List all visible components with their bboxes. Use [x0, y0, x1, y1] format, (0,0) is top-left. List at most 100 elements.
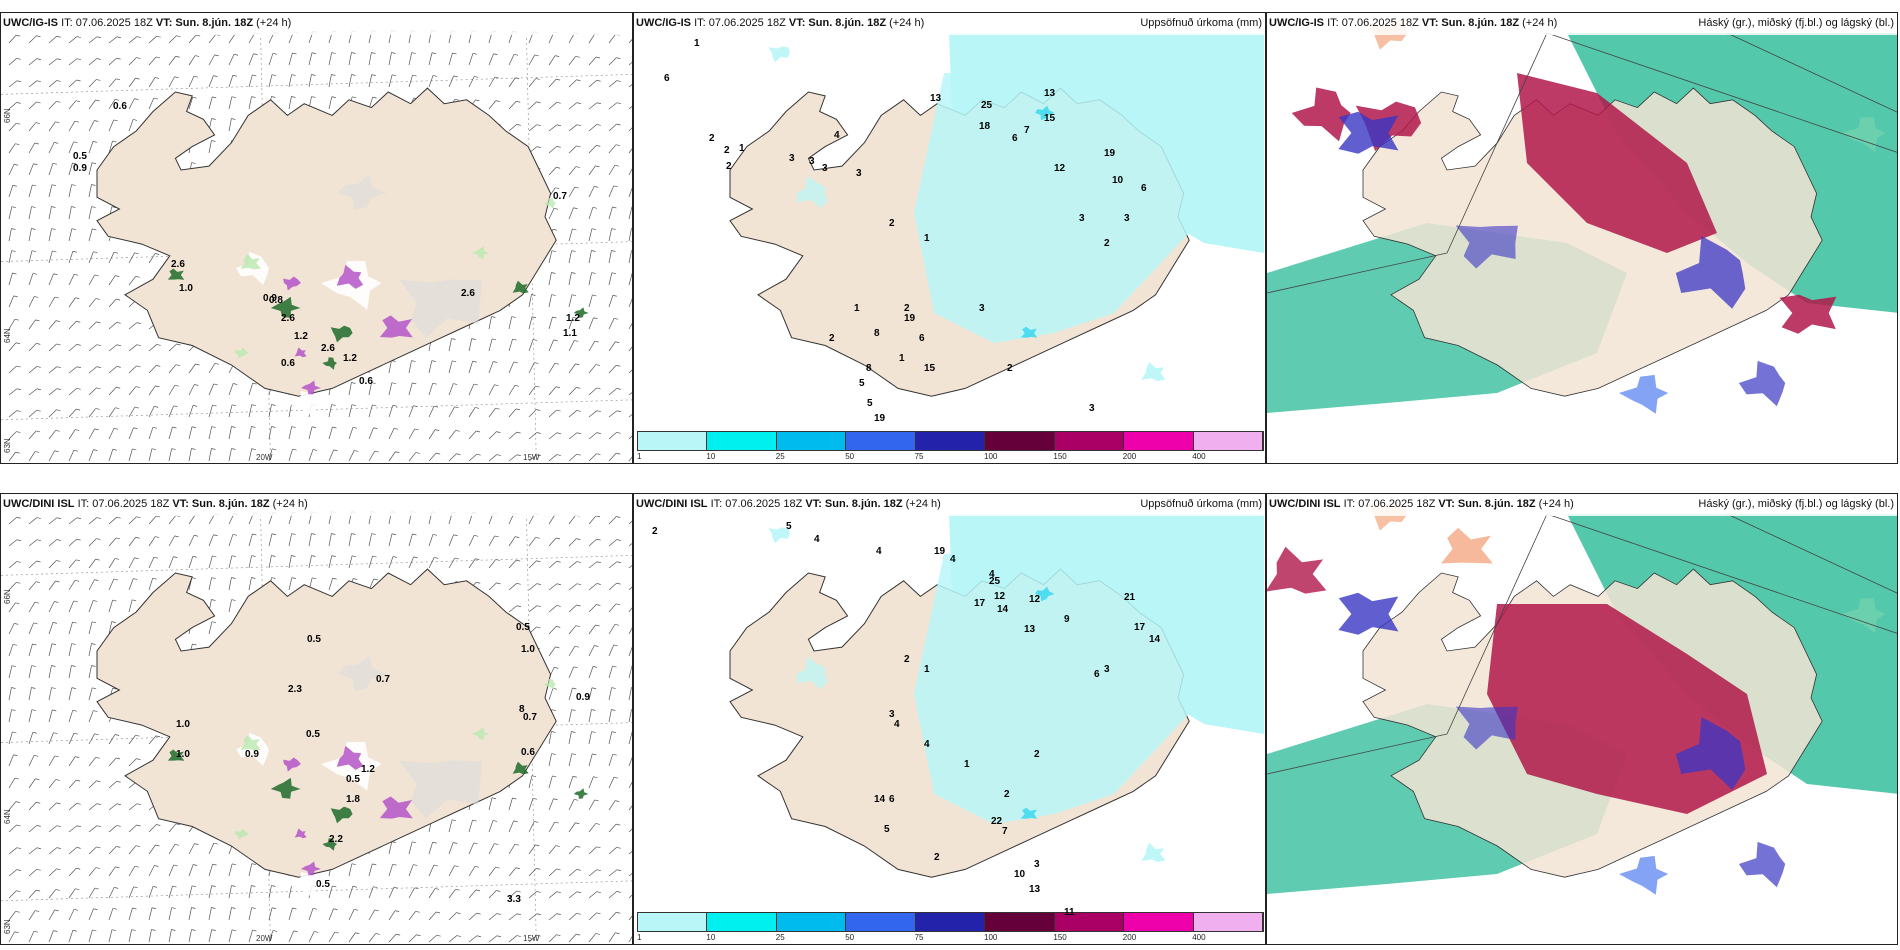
- low-cloud-area: [1619, 374, 1669, 414]
- wind-barb: [228, 577, 232, 591]
- wind-barb: [588, 317, 594, 330]
- wind-barb: [588, 846, 597, 855]
- value-label: 12: [1054, 163, 1066, 174]
- wind-barb-flag: [416, 934, 421, 937]
- map-panel-wind-temp-ig[interactable]: UWC/IG-IS IT: 07.06.2025 18Z VT: Sun. 8.…: [0, 12, 633, 464]
- light-green-signal: [235, 347, 249, 359]
- wind-barb-flag: [211, 929, 216, 931]
- wind-barb: [568, 207, 574, 220]
- wind-barb: [408, 841, 413, 855]
- map-panel-precip-ig[interactable]: UWC/IG-IS IT: 07.06.2025 18Z VT: Sun. 8.…: [633, 12, 1266, 464]
- wind-barb: [8, 164, 15, 176]
- wind-barb-flag: [493, 361, 498, 363]
- wind-barb: [268, 53, 274, 66]
- wind-barb: [68, 825, 78, 833]
- colorbar-label: 25: [775, 933, 785, 942]
- wind-barb: [8, 388, 18, 396]
- wind-barb: [368, 427, 374, 440]
- wind-barb: [568, 272, 572, 286]
- wind-barb: [108, 57, 117, 66]
- wind-barb: [148, 557, 155, 569]
- map-panel-clouds-ig[interactable]: UWC/IG-IS IT: 07.06.2025 18Z VT: Sun. 8.…: [1266, 12, 1898, 464]
- wind-barb-flag: [54, 450, 59, 453]
- wind-barb: [608, 603, 617, 613]
- wind-barb-flag: [191, 929, 196, 931]
- wind-barb: [508, 54, 515, 66]
- wind-barb: [28, 622, 34, 635]
- wind-barb-flag: [574, 798, 579, 801]
- wind-barb-flag: [556, 868, 561, 871]
- wind-barb-flag: [56, 517, 61, 520]
- wind-barb: [368, 382, 372, 396]
- wind-barb-flag: [192, 405, 198, 407]
- wind-barb-flag: [116, 36, 121, 39]
- wind-barb-flag: [14, 931, 19, 934]
- map-panel-wind-temp-dini[interactable]: UWC/DINI ISL IT: 07.06.2025 18Z VT: Sun.…: [0, 493, 633, 945]
- wind-barb: [148, 427, 154, 440]
- mid-cloud-area: [1267, 546, 1327, 594]
- wind-barb-flag: [74, 273, 79, 276]
- wind-barb-flag: [31, 687, 36, 689]
- colorbar-label: 25: [775, 452, 785, 461]
- wind-barb-flag: [55, 580, 60, 583]
- wind-barb: [548, 626, 557, 635]
- wind-barb: [628, 565, 632, 569]
- purple-signal: [294, 347, 307, 358]
- wind-barb: [48, 779, 57, 789]
- wind-barb-flag: [251, 863, 256, 865]
- wind-barb: [128, 824, 137, 833]
- wind-barb-flag: [613, 185, 618, 188]
- value-label: 4: [894, 719, 900, 730]
- wind-barb: [248, 382, 253, 396]
- wind-barb: [28, 430, 37, 440]
- wind-barb: [88, 579, 95, 591]
- value-label: 1: [739, 143, 745, 154]
- wind-barb: [588, 272, 592, 286]
- wind-barb: [208, 404, 213, 418]
- wind-barb-flag: [615, 603, 621, 606]
- value-label: 2: [652, 526, 658, 537]
- wind-barb: [68, 867, 77, 877]
- wind-barb: [88, 274, 96, 286]
- wind-barb-flag: [331, 555, 336, 557]
- wind-barb-flag: [476, 935, 481, 938]
- wind-barb-flag: [392, 404, 397, 407]
- wind-barb-flag: [132, 907, 137, 910]
- wind-barb: [188, 907, 192, 921]
- projection-boundary: [1546, 513, 1897, 634]
- wind-barb-flag: [496, 890, 501, 892]
- map-panel-clouds-dini[interactable]: UWC/DINI ISL IT: 07.06.2025 18Z VT: Sun.…: [1266, 493, 1898, 945]
- wind-barb: [468, 912, 477, 921]
- value-label: 3.3: [507, 894, 521, 905]
- wind-barb-flag: [596, 453, 601, 456]
- latitude-label: 64N: [3, 809, 12, 824]
- wind-barb-flag: [612, 206, 617, 209]
- wind-barb: [568, 514, 576, 525]
- wind-barb: [8, 431, 17, 440]
- wind-barb-flag: [595, 624, 600, 627]
- wind-barb: [608, 452, 617, 462]
- wind-barb: [568, 687, 573, 701]
- wind-barb: [288, 74, 292, 88]
- wind-barb: [148, 253, 156, 264]
- precip-area: [1141, 361, 1166, 382]
- purple-signal: [336, 264, 364, 289]
- value-label: 13: [930, 93, 942, 104]
- wind-barb: [148, 97, 155, 110]
- wind-barb-flag: [515, 408, 521, 411]
- wind-barb-flag: [412, 841, 417, 844]
- wind-barb-flag: [52, 162, 58, 165]
- wind-barb-flag: [94, 887, 99, 890]
- wind-barb-flag: [474, 534, 479, 537]
- map-panel-precip-dini[interactable]: UWC/DINI ISL IT: 07.06.2025 18Z VT: Sun.…: [633, 493, 1266, 945]
- wind-barb-flag: [352, 555, 357, 558]
- wind-barb-flag: [291, 533, 296, 535]
- wind-barb: [28, 755, 35, 767]
- wind-barb: [168, 864, 175, 877]
- latitude-label: 63N: [3, 438, 12, 453]
- wind-barb-flag: [232, 929, 237, 932]
- wind-barb-flag: [191, 426, 197, 429]
- precip-area-moderate: [1035, 105, 1055, 121]
- wind-barb: [228, 448, 232, 462]
- wind-barb-flag: [55, 320, 60, 322]
